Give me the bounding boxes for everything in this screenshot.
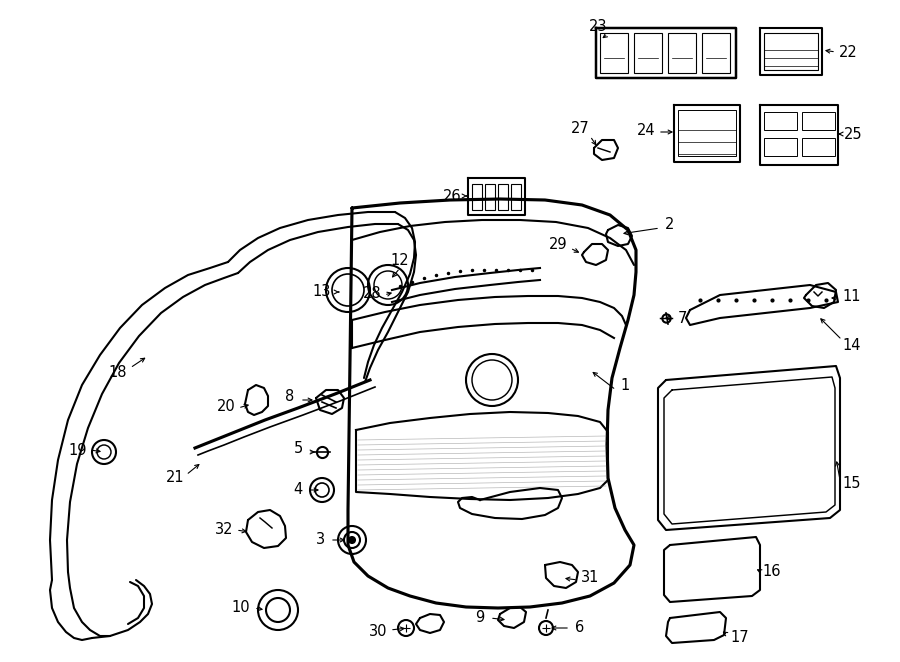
Text: 11: 11 bbox=[842, 289, 861, 303]
Bar bbox=[634, 33, 662, 73]
Bar bbox=[498, 184, 508, 210]
Bar bbox=[764, 112, 797, 130]
Text: 31: 31 bbox=[580, 571, 599, 585]
Text: 9: 9 bbox=[475, 610, 484, 626]
Bar bbox=[668, 33, 696, 73]
Text: 28: 28 bbox=[363, 285, 382, 301]
Bar bbox=[678, 110, 736, 156]
Text: 19: 19 bbox=[68, 442, 87, 457]
Circle shape bbox=[349, 537, 355, 543]
Text: 4: 4 bbox=[293, 483, 302, 498]
Text: 23: 23 bbox=[589, 19, 608, 34]
Bar bbox=[764, 33, 818, 70]
Bar bbox=[485, 184, 495, 210]
Text: 24: 24 bbox=[636, 122, 655, 138]
Bar bbox=[702, 33, 730, 73]
Text: 1: 1 bbox=[620, 377, 630, 393]
Text: 14: 14 bbox=[842, 338, 861, 352]
Text: 2: 2 bbox=[665, 216, 675, 232]
Text: 32: 32 bbox=[215, 522, 233, 538]
Text: 20: 20 bbox=[217, 399, 236, 414]
Text: 29: 29 bbox=[549, 236, 567, 252]
Text: 25: 25 bbox=[843, 126, 862, 142]
Text: 15: 15 bbox=[842, 477, 861, 491]
Bar bbox=[511, 184, 521, 210]
Text: 7: 7 bbox=[678, 310, 687, 326]
Text: 8: 8 bbox=[285, 389, 294, 404]
Text: 12: 12 bbox=[391, 252, 410, 267]
Bar bbox=[802, 112, 835, 130]
Bar bbox=[764, 138, 797, 156]
Text: 22: 22 bbox=[839, 44, 858, 60]
Text: 18: 18 bbox=[109, 365, 127, 379]
Text: 13: 13 bbox=[313, 283, 331, 299]
Text: 30: 30 bbox=[369, 624, 387, 639]
Text: 17: 17 bbox=[731, 630, 750, 645]
Text: 5: 5 bbox=[293, 440, 302, 455]
Bar bbox=[802, 138, 835, 156]
Text: 6: 6 bbox=[575, 620, 585, 636]
Text: 26: 26 bbox=[443, 189, 462, 203]
Text: 16: 16 bbox=[763, 565, 781, 579]
Text: 3: 3 bbox=[315, 532, 325, 547]
Text: 21: 21 bbox=[166, 471, 184, 485]
Bar bbox=[472, 184, 482, 210]
Bar bbox=[600, 33, 628, 73]
Text: 10: 10 bbox=[231, 600, 250, 616]
Text: 27: 27 bbox=[571, 120, 590, 136]
